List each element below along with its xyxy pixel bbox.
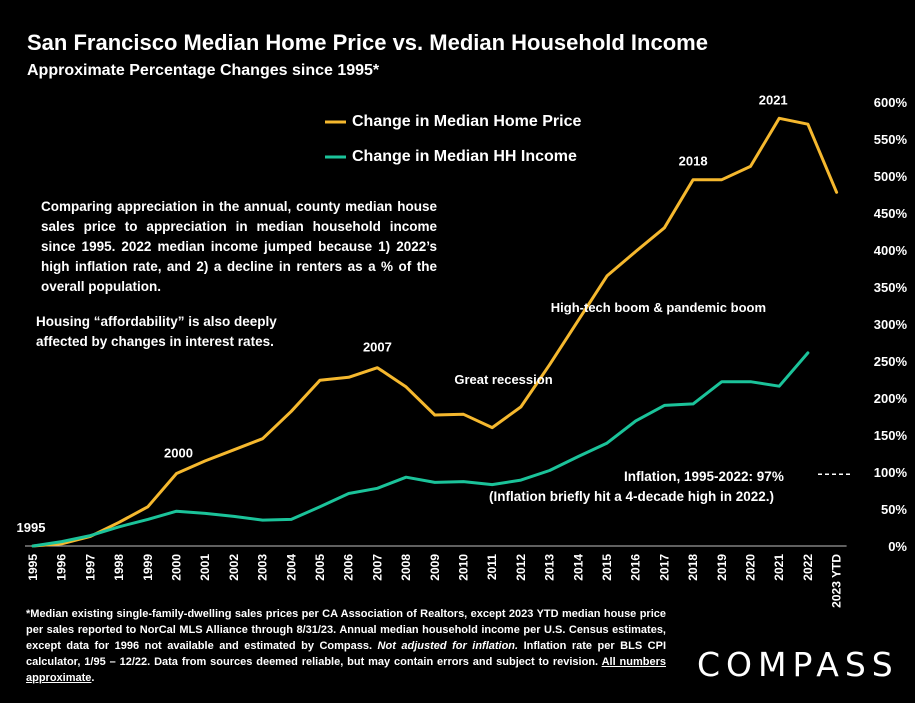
x-tick-label: 2023 YTD: [830, 554, 844, 608]
y-tick-label: 150%: [874, 428, 908, 443]
y-tick-label: 100%: [874, 465, 908, 480]
annotation-label: 2000: [164, 445, 193, 460]
x-tick-label: 2001: [198, 554, 212, 581]
x-tick-label: 1996: [55, 554, 69, 581]
annotation-label: High-tech boom & pandemic boom: [551, 300, 766, 315]
x-tick-label: 2000: [170, 554, 184, 581]
y-tick-label: 450%: [874, 206, 908, 221]
compass-logo: COMPASS: [697, 645, 899, 684]
x-tick-label: 1998: [112, 554, 126, 581]
annotation-label: 1995: [17, 520, 46, 535]
x-tick-label: 2014: [571, 554, 585, 581]
x-tick-label: 2004: [284, 554, 298, 581]
x-tick-label: 2022: [801, 554, 815, 581]
chart-title: San Francisco Median Home Price vs. Medi…: [27, 30, 708, 55]
affordability-note: Housing “affordability” is also deeply a…: [36, 314, 277, 349]
footnote: *Median existing single-family-dwelling …: [26, 606, 666, 686]
legend-label-home-price: Change in Median Home Price: [352, 113, 582, 130]
y-tick-label: 500%: [874, 169, 908, 184]
x-tick-label: 1995: [26, 554, 40, 581]
footnote-italic: Not adjusted for inflation.: [377, 640, 519, 652]
y-tick-label: 0%: [888, 539, 907, 554]
y-tick-label: 250%: [874, 354, 908, 369]
chart-subtitle: Approximate Percentage Changes since 199…: [27, 62, 380, 79]
x-tick-label: 2020: [744, 554, 758, 581]
x-tick-label: 2013: [543, 554, 557, 581]
x-tick-label: 2019: [715, 554, 729, 581]
hh-income-line: [31, 351, 810, 548]
x-tick-label: 1999: [141, 554, 155, 581]
annotation-label: Great recession: [454, 372, 552, 387]
inflation-note: (Inflation briefly hit a 4-decade high i…: [489, 489, 775, 504]
x-tick-label: 1997: [83, 554, 97, 581]
footnote-end: .: [91, 672, 95, 684]
footnote-underline: All numbers approximate: [26, 656, 666, 684]
x-tick-label: 2007: [370, 554, 384, 581]
y-tick-label: 600%: [874, 95, 908, 110]
y-tick-label: 50%: [881, 502, 907, 517]
y-tick-label: 200%: [874, 391, 908, 406]
x-tick-label: 2017: [657, 554, 671, 581]
x-tick-label: 2010: [457, 554, 471, 581]
x-tick-label: 2006: [342, 554, 356, 581]
x-tick-label: 2015: [600, 554, 614, 581]
footnote-text-1: *Median existing single-family-dwelling …: [26, 608, 666, 652]
y-tick-label: 400%: [874, 243, 908, 258]
home-price-line: [31, 116, 839, 548]
x-tick-label: 2003: [256, 554, 270, 581]
annotation-label: 2018: [679, 154, 708, 169]
x-tick-label: 2011: [485, 554, 499, 580]
annotation-label: 2007: [363, 340, 392, 355]
y-tick-label: 350%: [874, 280, 908, 295]
x-tick-label: 2009: [428, 554, 442, 581]
explanation-note: Comparing appreciation in the annual, co…: [41, 199, 437, 294]
x-tick-label: 2016: [629, 554, 643, 581]
y-tick-label: 550%: [874, 132, 908, 147]
footnote-text-2: Inflation rate per BLS CPI calculator, 1…: [26, 640, 667, 668]
y-tick-label: 300%: [874, 317, 908, 332]
x-tick-label: 2021: [772, 554, 786, 581]
x-tick-label: 2005: [313, 554, 327, 581]
x-tick-label: 2002: [227, 554, 241, 581]
x-tick-label: 2008: [399, 554, 413, 581]
annotation-label: 2021: [759, 92, 788, 107]
legend-label-hh-income: Change in Median HH Income: [352, 148, 577, 165]
x-tick-label: 2018: [686, 554, 700, 581]
x-tick-label: 2012: [514, 554, 528, 581]
inflation-label: Inflation, 1995-2022: 97%: [624, 469, 784, 484]
